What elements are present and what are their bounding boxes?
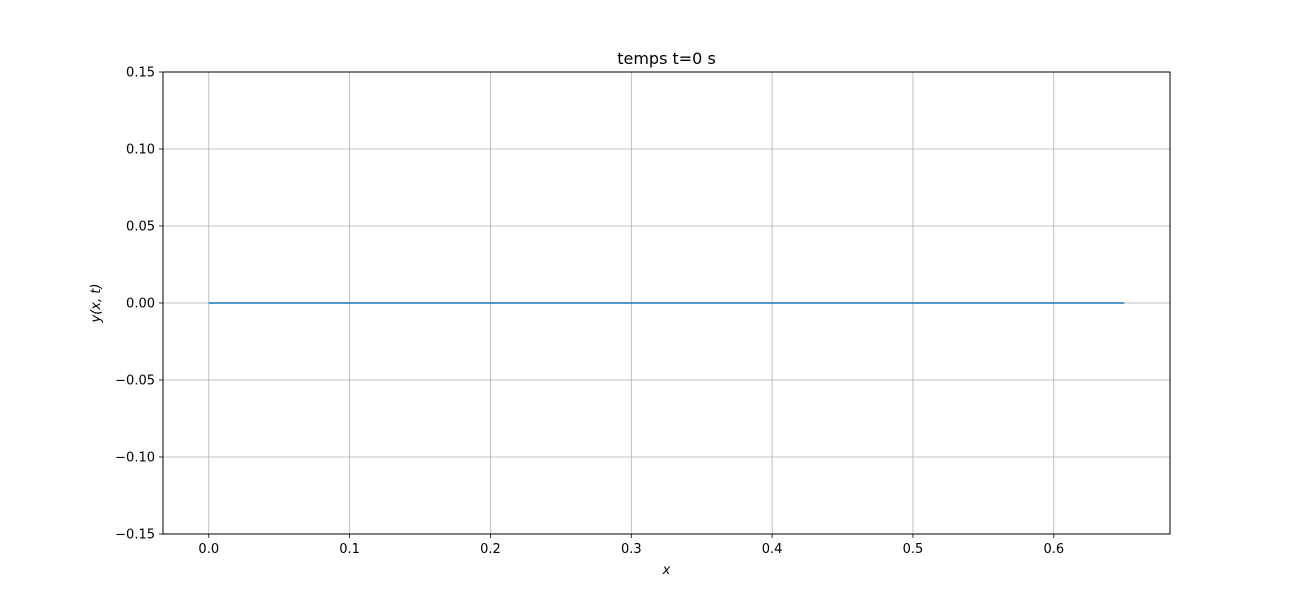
- y-tick-label: 0.00: [126, 297, 155, 312]
- x-axis-label: x: [662, 563, 671, 578]
- y-axis-label: y(x, t): [89, 284, 104, 324]
- x-tick-label: 0.4: [762, 542, 783, 557]
- x-axis-ticks: 0.0 0.1 0.2 0.3 0.4 0.5 0.6: [198, 534, 1064, 557]
- y-tick-label: −0.10: [115, 451, 155, 466]
- y-tick-label: −0.05: [115, 374, 155, 389]
- chart-title: temps t=0 s: [617, 49, 716, 68]
- y-tick-label: −0.15: [115, 528, 155, 543]
- y-tick-label: 0.10: [126, 143, 155, 158]
- y-tick-label: 0.15: [126, 66, 155, 81]
- y-axis-ticks: −0.15 −0.10 −0.05 0.00 0.05 0.10 0.15: [115, 66, 163, 543]
- x-tick-label: 0.6: [1043, 542, 1064, 557]
- x-tick-label: 0.5: [903, 542, 924, 557]
- x-tick-label: 0.1: [339, 542, 360, 557]
- x-tick-label: 0.2: [480, 542, 501, 557]
- x-tick-label: 0.3: [621, 542, 642, 557]
- x-tick-label: 0.0: [198, 542, 219, 557]
- y-tick-label: 0.05: [126, 220, 155, 235]
